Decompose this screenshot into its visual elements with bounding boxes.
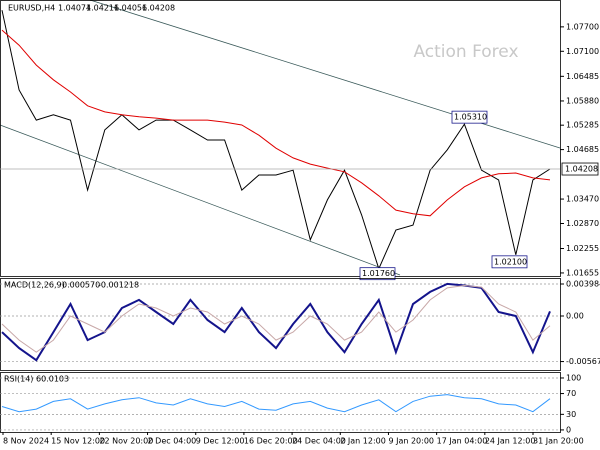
y-tick-label: -0.00567: [566, 357, 600, 366]
series-line: [1, 29, 551, 217]
y-tick-label: 0.00: [566, 312, 584, 321]
x-tick-label: 2 Dec 04:00: [148, 437, 197, 446]
annotation-label: 1.01760: [362, 269, 395, 278]
x-tick-label: 31 Jan 20:00: [533, 437, 584, 446]
y-tick-label: 1.06485: [566, 72, 599, 81]
series-line: [1, 394, 551, 413]
series-line: [1, 284, 551, 353]
x-tick-label: 8 Nov 2024: [3, 437, 49, 446]
symbol: EURUSD,H4: [8, 4, 55, 13]
annotation-label: 1.05310: [454, 113, 487, 122]
panel-frame: [0, 278, 561, 371]
y-tick-label: 1.07100: [566, 47, 599, 56]
y-tick-label: 1.01655: [566, 268, 599, 277]
annotation-box: [451, 110, 488, 124]
series-line: [1, 10, 551, 271]
current-price-label: 1.04208: [565, 165, 598, 174]
y-tick-label: 0.003984: [566, 279, 600, 288]
indicator-value: 60.0103: [36, 375, 69, 384]
y-tick-label: 0: [566, 425, 571, 434]
panel-frame: [0, 372, 561, 433]
x-tick-label: 2 Jan 12:00: [340, 437, 386, 446]
watermark: Action Forex: [413, 42, 518, 62]
panel-frame: [0, 0, 561, 277]
y-tick-label: 1.02870: [566, 219, 599, 228]
indicator-value: 0.000570: [62, 281, 100, 290]
channel-upper: [89, 0, 561, 149]
y-tick-label: 1.05880: [566, 96, 599, 105]
x-tick-label: 17 Jan 04:00: [437, 437, 488, 446]
x-tick-label: 9 Dec 12:00: [196, 437, 245, 446]
indicator-name: MACD(12,26,9): [4, 281, 65, 290]
ohlc-value: 1.04208: [142, 4, 175, 13]
ohlc-value: 1.04216: [86, 4, 119, 13]
y-tick-label: 1.05285: [566, 121, 599, 130]
y-tick-label: 30: [566, 410, 576, 419]
indicator-value: -0.001218: [98, 281, 139, 290]
y-tick-label: 1.02255: [566, 244, 599, 253]
current-price-box: [561, 162, 599, 176]
annotation-box: [491, 255, 528, 269]
x-tick-label: 9 Jan 20:00: [388, 437, 434, 446]
series-line: [1, 282, 551, 362]
annotation-label: 1.02100: [494, 257, 527, 266]
x-tick-label: 22 Nov 20:00: [99, 437, 153, 446]
y-tick-label: 1.03470: [566, 195, 599, 204]
ohlc-value: 1.04056: [114, 4, 147, 13]
annotation-box: [359, 267, 396, 281]
x-tick-label: 24 Dec 04:00: [292, 437, 346, 446]
y-tick-label: 1.07700: [566, 22, 599, 31]
indicator-name: RSI(14): [4, 375, 33, 384]
x-tick-label: 15 Nov 12:00: [51, 437, 105, 446]
ohlc-value: 1.04074: [58, 4, 91, 13]
y-tick-label: 1.04685: [566, 145, 599, 154]
y-tick-label: 100: [566, 373, 581, 382]
x-tick-label: 16 Dec 20:00: [244, 437, 298, 446]
channel-lower: [0, 124, 401, 276]
y-tick-label: 70: [566, 389, 576, 398]
x-tick-label: 24 Jan 12:00: [485, 437, 536, 446]
